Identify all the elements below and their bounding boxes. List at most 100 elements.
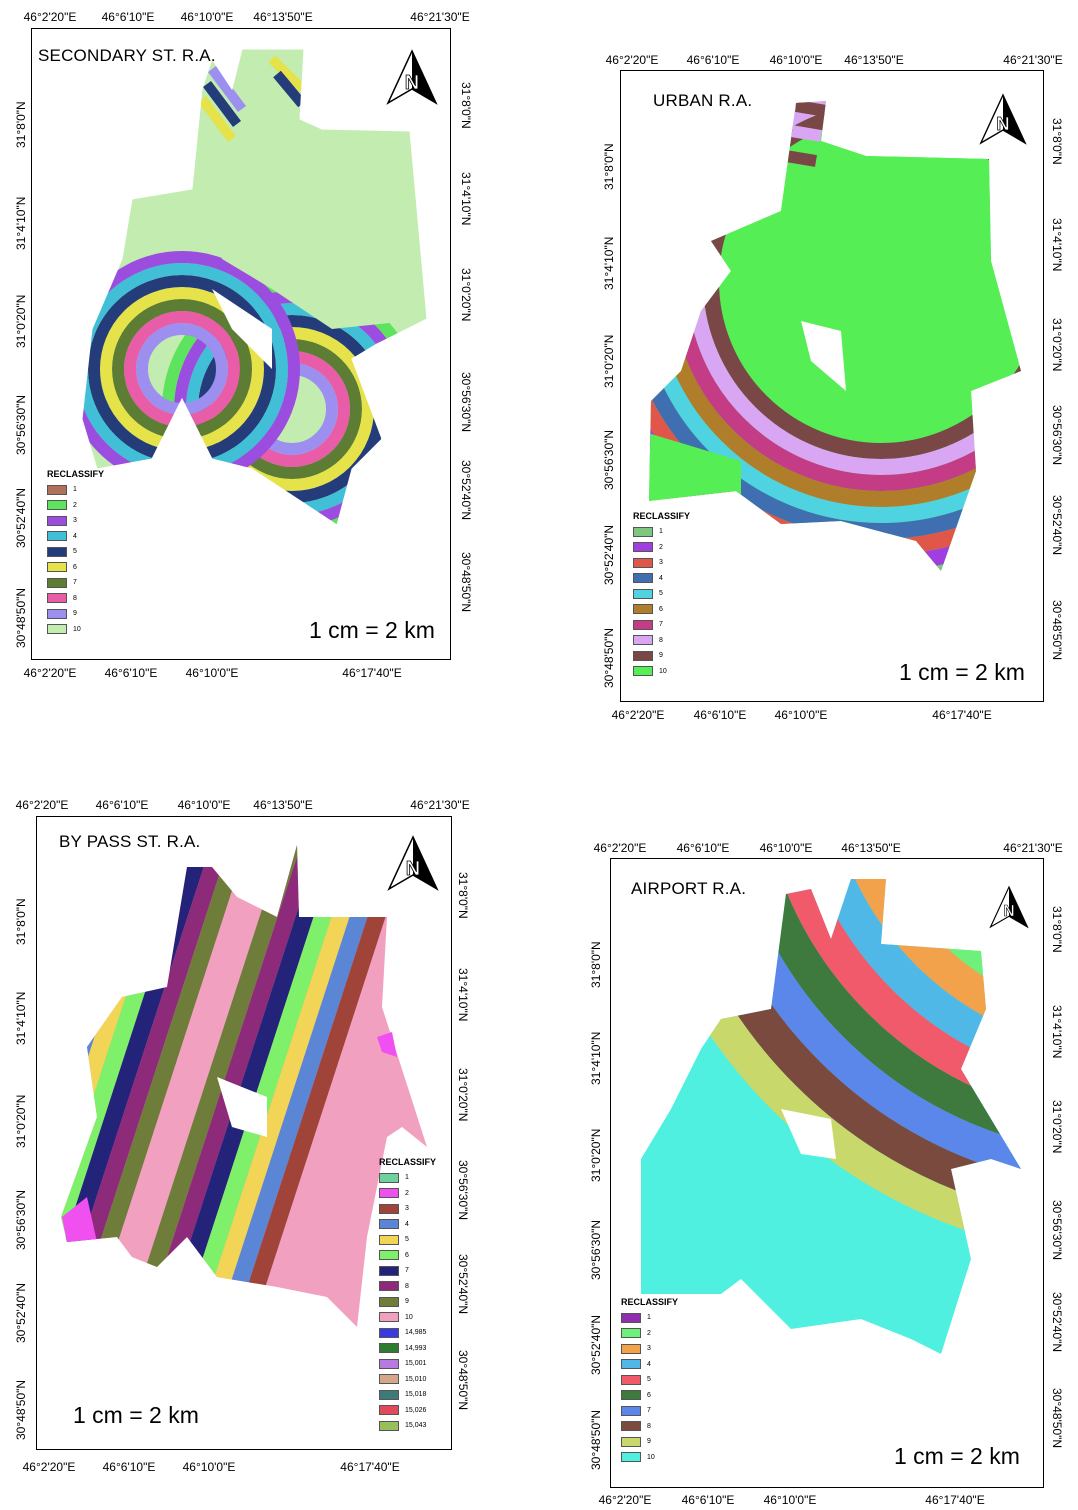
map-canvas xyxy=(61,845,427,1327)
legend-item: 7 xyxy=(379,1263,436,1279)
top-tick: 46°6'10"E xyxy=(676,841,730,855)
legend-label: 15,018 xyxy=(405,1391,427,1399)
legend-label: 5 xyxy=(659,590,663,598)
right-tick: 31°4'10"N xyxy=(459,172,473,226)
bottom-tick: 46°6'10"E xyxy=(104,666,158,680)
map-frame: AIRPORT R.A. N RECLASSIFY 1 2 3 4 5 6 7 8 9 10 1 … xyxy=(610,858,1044,1488)
legend-swatch xyxy=(633,542,653,553)
legend-swatch xyxy=(621,1405,641,1416)
legend-item: 9 xyxy=(379,1294,436,1310)
bottom-tick: 46°2'20"E xyxy=(611,708,665,722)
legend-label: 15,010 xyxy=(405,1375,427,1383)
legend-item: 4 xyxy=(633,571,690,587)
top-tick: 46°10'0"E xyxy=(180,10,234,24)
left-tick: 30°48'50"N xyxy=(602,627,616,688)
legend-swatch xyxy=(621,1390,641,1401)
legend-swatch xyxy=(621,1312,641,1323)
legend-label: 7 xyxy=(405,1267,409,1275)
top-tick: 46°13'50"E xyxy=(841,841,901,855)
top-tick: 46°21'30"E xyxy=(1003,53,1063,67)
bottom-tick: 46°2'20"E xyxy=(598,1493,652,1507)
legend-label: 9 xyxy=(73,610,77,618)
right-tick: 30°56'30"N xyxy=(459,372,473,433)
left-tick: 31°8'0"N xyxy=(14,898,28,945)
top-tick: 46°21'30"E xyxy=(410,10,470,24)
legend-item: 9 xyxy=(47,606,104,622)
left-tick: 30°48'50"N xyxy=(589,1409,603,1470)
legend-item: 4 xyxy=(379,1217,436,1233)
legend-item: 5 xyxy=(379,1232,436,1248)
legend-label: 3 xyxy=(659,559,663,567)
map-title: URBAN R.A. xyxy=(653,91,753,110)
right-tick: 31°0'20"N xyxy=(1050,318,1064,372)
legend-label: 14,985 xyxy=(405,1329,427,1337)
legend-label: 2 xyxy=(659,543,663,551)
legend-label: 1 xyxy=(73,486,77,494)
legend-swatch xyxy=(379,1358,399,1369)
north-arrow-icon: N xyxy=(979,93,1027,145)
legend-item: 3 xyxy=(621,1341,678,1357)
legend-item: 5 xyxy=(633,586,690,602)
legend-label: 9 xyxy=(659,652,663,660)
legend: RECLASSIFY 1 2 3 4 5 6 7 8 9 10 xyxy=(621,1297,678,1465)
legend-item: 15,026 xyxy=(379,1403,436,1419)
legend-swatch xyxy=(621,1452,641,1463)
legend-label: 8 xyxy=(405,1282,409,1290)
legend-title: RECLASSIFY xyxy=(47,469,105,479)
legend-swatch xyxy=(621,1359,641,1370)
legend-swatch xyxy=(621,1328,641,1339)
legend-item: 3 xyxy=(47,513,104,529)
bottom-tick: 46°10'0"E xyxy=(763,1493,817,1507)
legend-swatch xyxy=(379,1172,399,1183)
legend: RECLASSIFY 1 2 3 4 5 6 7 8 9 10 xyxy=(633,511,690,679)
svg-text:N: N xyxy=(405,72,419,94)
legend-item: 1 xyxy=(621,1310,678,1326)
top-tick: 46°6'10"E xyxy=(101,10,155,24)
bottom-tick: 46°10'0"E xyxy=(774,708,828,722)
legend-item: 6 xyxy=(621,1388,678,1404)
legend-label: 1 xyxy=(659,528,663,536)
right-tick: 31°0'20"N xyxy=(1050,1100,1064,1154)
legend-label: 8 xyxy=(647,1422,651,1430)
right-tick: 31°8'0"N xyxy=(1050,906,1064,953)
legend-item: 7 xyxy=(47,575,104,591)
top-tick: 46°10'0"E xyxy=(769,53,823,67)
svg-text:N: N xyxy=(1003,903,1014,920)
legend-item: 2 xyxy=(379,1186,436,1202)
right-tick: 31°8'0"N xyxy=(456,872,470,919)
right-tick: 30°52'40"N xyxy=(456,1254,470,1315)
map-title: BY PASS ST. R.A. xyxy=(59,832,201,851)
legend-swatch xyxy=(621,1374,641,1385)
bottom-tick: 46°10'0"E xyxy=(182,1460,236,1474)
map-canvas xyxy=(81,48,428,526)
legend-item: 8 xyxy=(621,1419,678,1435)
right-tick: 30°48'50"N xyxy=(456,1350,470,1411)
left-tick: 31°4'10"N xyxy=(589,1031,603,1085)
legend-label: 1 xyxy=(405,1174,409,1182)
left-tick: 31°8'0"N xyxy=(589,941,603,988)
legend-swatch xyxy=(633,526,653,537)
left-tick: 31°0'20"N xyxy=(589,1128,603,1182)
legend-swatch xyxy=(379,1343,399,1354)
legend-label: 15,001 xyxy=(405,1360,427,1368)
legend-label: 2 xyxy=(73,501,77,509)
legend-item: 14,985 xyxy=(379,1325,436,1341)
top-tick: 46°6'10"E xyxy=(95,798,149,812)
map-frame: URBAN R.A. N RECLASSIFY 1 2 3 4 5 6 7 8 9 10 1 cm… xyxy=(620,70,1044,702)
map-canvas xyxy=(649,101,1021,571)
legend-label: 9 xyxy=(405,1298,409,1306)
legend-item: 8 xyxy=(633,633,690,649)
legend-swatch xyxy=(47,484,67,495)
legend-label: 5 xyxy=(405,1236,409,1244)
map-title: SECONDARY ST. R.A. xyxy=(38,46,216,65)
legend-item: 2 xyxy=(47,498,104,514)
legend-swatch xyxy=(379,1327,399,1338)
legend-item: 7 xyxy=(621,1403,678,1419)
top-tick: 46°2'20"E xyxy=(23,10,77,24)
legend-label: 3 xyxy=(647,1345,651,1353)
legend-item: 15,043 xyxy=(379,1418,436,1434)
legend-item: 4 xyxy=(621,1357,678,1373)
top-tick: 46°13'50"E xyxy=(844,53,904,67)
left-tick: 31°4'10"N xyxy=(602,236,616,290)
legend-label: 6 xyxy=(73,563,77,571)
